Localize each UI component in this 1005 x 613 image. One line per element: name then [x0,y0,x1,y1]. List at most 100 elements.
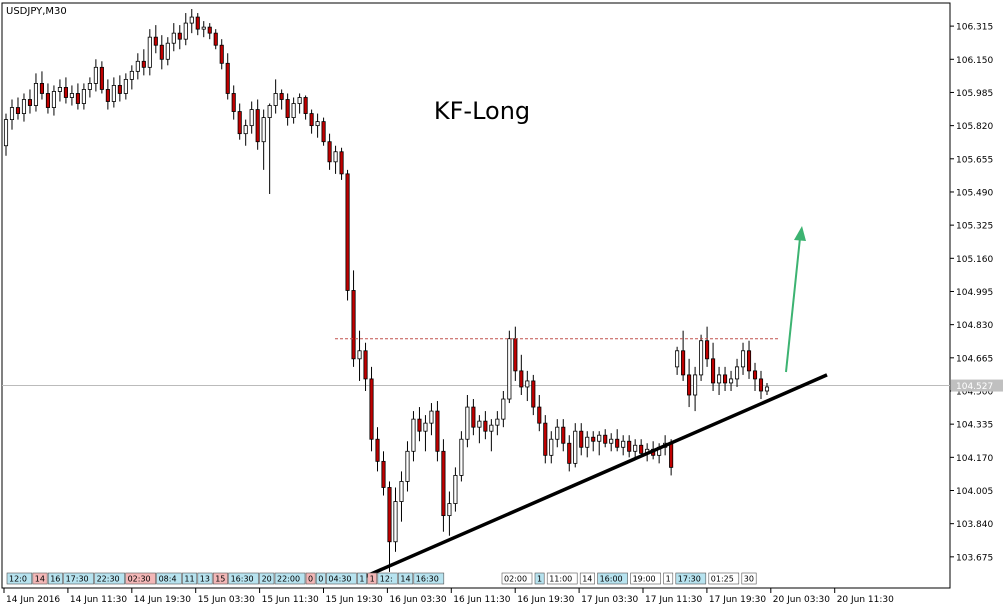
candle-body [291,103,296,118]
candle-body [159,44,164,60]
candle-body [33,83,39,106]
candle-body [531,380,536,408]
y-tick-label: 104.995 [956,288,993,298]
candle-body [447,503,452,517]
candle-body [507,338,512,400]
candle-body [3,119,9,147]
candle-body [273,93,278,106]
period-tag-label: 22:00 [277,575,300,584]
x-tick-label: 14 Jun 19:30 [134,595,191,605]
candle-body [429,410,434,424]
candle-body [327,141,332,163]
candle-body [627,440,632,452]
period-tag [94,572,125,585]
period-tag [315,572,326,585]
candle-body [69,93,74,98]
x-tick-label: 14 Jun 11:30 [70,595,127,605]
candle-body [513,338,518,372]
y-tick-label: 105.820 [956,122,993,132]
candle-body [39,83,45,94]
period-tag-label: 1 [666,575,671,584]
candle-body [345,173,350,291]
candle-body [471,406,476,428]
candle-body [363,350,368,380]
candles [3,9,770,572]
y-tick-label: 105.490 [956,188,993,198]
candle-body [225,62,230,94]
period-tag [377,572,398,585]
x-tick-label: 17 Jun 11:30 [645,595,702,605]
period-tag [398,572,414,585]
period-tag-label: 1 [370,575,375,584]
candle-body [453,475,458,504]
period-tag-label: 15 [215,575,225,584]
candle-body [249,109,254,127]
candle-body [369,378,374,440]
candle-body [693,374,698,396]
x-tick-label: 16 Jun 03:30 [389,595,446,605]
current-price-tag [951,379,1003,392]
period-tag [597,572,628,585]
period-tag-label: 17:30 [66,575,89,584]
y-tick-label: 106.315 [956,23,993,33]
y-tick-label: 105.325 [956,222,993,232]
candle-body [93,66,98,84]
period-tag-label: 01:25 [711,575,734,584]
candle-body [746,350,752,372]
candle-body [411,418,416,452]
y-tick-label: 103.840 [956,520,993,530]
candle-body [195,16,200,30]
candle-body [141,60,146,68]
candle-body [9,107,15,120]
trendline [361,373,828,580]
candle-body [399,481,404,502]
candle-body [171,32,176,44]
candle-body [459,438,464,476]
period-tag [228,572,259,585]
up-arrow [785,237,801,373]
candle-body [489,424,494,432]
period-tag-label: 30 [744,575,754,584]
period-tag-label: 16:30 [416,575,439,584]
candle-body [63,87,68,98]
candle-body [153,36,158,46]
period-tag-label: 0 [318,575,323,584]
period-tag-label: 11 [184,575,194,584]
candle-body [315,121,320,127]
candle-body [405,450,410,482]
candle-body [339,151,344,175]
period-tag-label: 16 [50,575,60,584]
x-tick-label: 15 Jun 11:30 [262,595,319,605]
candle-body [621,440,626,448]
period-tag-label: 20 [262,575,272,584]
plot-frame [1,2,951,589]
candle-body [231,93,236,112]
candle-body [675,350,680,368]
period-tag [156,572,182,585]
candle-body [728,378,734,384]
candle-body [27,99,33,106]
candle-body [597,434,602,442]
period-tag [663,572,674,585]
period-tag [274,572,306,585]
candle-body [591,436,596,442]
period-tag [741,572,757,585]
period-tag [326,572,357,585]
candle-body [441,450,446,517]
period-tag-label: 08:4 [159,575,177,584]
candle-body [285,99,290,118]
candle-body [135,60,140,72]
candle-body [165,42,170,60]
candle-body [561,426,566,444]
candle-body [483,420,488,432]
up-arrow-head [794,226,806,241]
candle-body [501,398,506,420]
period-tag-label: 22:30 [97,575,120,584]
x-tick-label: 17 Jun 03:30 [581,595,638,605]
candle-body [423,422,428,432]
x-tick-label: 14 Jun 2016 [6,595,60,605]
period-tag [534,572,545,585]
